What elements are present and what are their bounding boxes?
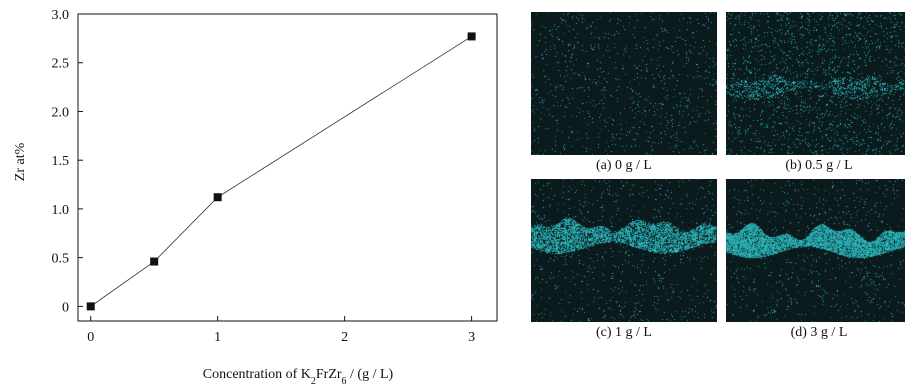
- x-axis-ticks: 0 1 2 3: [87, 316, 475, 345]
- edx-map-image-d: [726, 179, 905, 322]
- y-tick-label: 1.0: [52, 203, 70, 218]
- edx-map-panel-b: (b) 0.5 g / L: [726, 12, 905, 175]
- edx-map-panel-c: (c) 1 g / L: [531, 179, 717, 342]
- data-point-marker: [213, 193, 222, 202]
- y-tick-label: 1.5: [52, 154, 70, 169]
- edx-map-image-a: [531, 12, 717, 155]
- x-tick-label: 2: [341, 330, 348, 345]
- panel-caption-d: (d) 3 g / L: [790, 325, 848, 340]
- x-axis-label: Concentration of K2FrZr6 / (g / L): [203, 367, 394, 387]
- y-axis-ticks: 0 0.5 1.0 1.5 2.0 2.5 3.0: [52, 8, 83, 315]
- y-axis-label: Zr at%: [13, 142, 28, 181]
- series-line: [90, 36, 472, 307]
- y-tick-label: 0: [62, 300, 69, 315]
- edx-map-panel-d: (d) 3 g / L: [726, 179, 905, 342]
- plot-frame: [77, 13, 498, 322]
- x-tick-label: 3: [468, 330, 475, 345]
- panel-caption-c: (c) 1 g / L: [596, 325, 652, 340]
- panel-caption-a: (a) 0 g / L: [596, 158, 652, 173]
- zr-concentration-chart: 0 0.5 1.0 1.5 2.0 2.5 3.0 0 1 2 3 Zr at% Concentr…: [13, 8, 498, 387]
- edx-map-panel-a: (a) 0 g / L: [531, 12, 717, 175]
- y-tick-label: 2.0: [52, 105, 70, 120]
- panel-caption-b: (b) 0.5 g / L: [785, 158, 853, 173]
- data-point-marker: [467, 32, 476, 41]
- edx-map-image-b: [726, 12, 905, 155]
- edx-map-image-c: [531, 179, 717, 322]
- x-tick-label: 1: [214, 330, 221, 345]
- data-point-marker: [150, 257, 159, 266]
- plot-area-border: [77, 13, 498, 322]
- y-tick-label: 2.5: [52, 57, 70, 72]
- data-point-marker: [86, 302, 95, 311]
- y-tick-label: 0.5: [52, 252, 70, 267]
- x-tick-label: 0: [87, 330, 94, 345]
- data-series: [86, 32, 476, 311]
- y-tick-label: 3.0: [52, 8, 70, 23]
